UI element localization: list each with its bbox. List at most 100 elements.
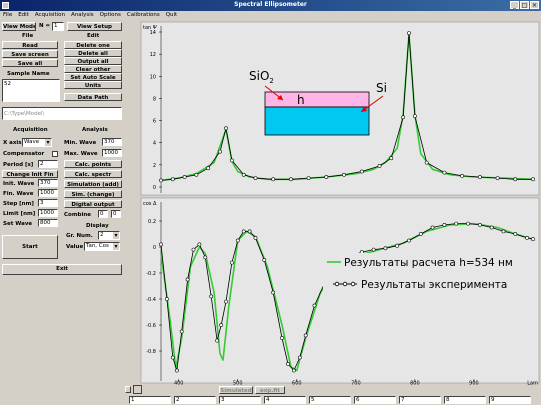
data-point: [303, 333, 308, 338]
cell-1[interactable]: 1: [129, 396, 171, 404]
clear-other-button[interactable]: Clear other: [64, 65, 122, 73]
units-button[interactable]: Units: [64, 81, 122, 89]
cell-5[interactable]: 5: [309, 396, 351, 404]
delete-one-button[interactable]: Delete one: [64, 41, 122, 49]
n-input[interactable]: 1: [52, 22, 64, 31]
minimize-button[interactable]: _: [510, 1, 519, 9]
data-point: [253, 235, 258, 240]
cell-4[interactable]: 4: [264, 396, 306, 404]
compensator-checkbox[interactable]: [52, 151, 58, 157]
y-tick-label: -0.4: [146, 297, 156, 303]
limit-label: Limit [nm]: [3, 211, 36, 217]
grnum-label: Gr. Num.: [66, 233, 93, 239]
digital-output-button[interactable]: Digital output: [64, 200, 122, 208]
cell-7[interactable]: 7: [399, 396, 441, 404]
selected-cell[interactable]: [133, 385, 142, 394]
path-field[interactable]: C:\Type\Model\: [2, 107, 122, 120]
read-button[interactable]: Read: [2, 41, 58, 49]
menu-file[interactable]: File: [3, 12, 13, 18]
exit-button[interactable]: Exit: [2, 264, 122, 275]
period-label: Period [s]: [3, 162, 34, 168]
data-point: [241, 172, 246, 177]
y-tick-label: 6: [153, 119, 156, 125]
analysis-header: Analysis: [82, 127, 108, 133]
y-tick-label: 14: [150, 30, 156, 36]
grnum-select[interactable]: 2: [98, 231, 120, 240]
y-tick-label: 0: [153, 185, 156, 191]
max-wave-input[interactable]: 1000: [102, 149, 122, 157]
sample-name-input[interactable]: 52: [2, 79, 60, 102]
min-wave-input[interactable]: 370: [102, 138, 122, 146]
maximize-button[interactable]: □: [520, 1, 529, 9]
limit-input[interactable]: 1000: [38, 209, 58, 217]
data-point: [401, 115, 406, 120]
app-icon: [2, 2, 9, 9]
data-point: [197, 242, 202, 247]
sim-change-button[interactable]: Sim. (change): [64, 190, 122, 198]
combine-input-b[interactable]: 0: [111, 210, 121, 218]
data-point: [182, 175, 187, 179]
y-tick-label: 0: [153, 245, 156, 251]
start-button[interactable]: Start: [2, 235, 58, 259]
menu-acquisition[interactable]: Acquisition: [34, 12, 65, 18]
calc-points-button[interactable]: Calc. points: [64, 160, 122, 168]
tab-exp-fit[interactable]: exp.fit: [255, 386, 285, 394]
menu-options[interactable]: Options: [99, 12, 121, 18]
acquisition-header: Acquisition: [13, 127, 48, 133]
delete-all-button[interactable]: Delete all: [64, 49, 122, 57]
period-input[interactable]: 2: [38, 160, 58, 168]
data-point: [209, 294, 214, 299]
data-point: [466, 221, 470, 226]
x-tick-label: 800: [410, 381, 420, 386]
change-init-fin-button[interactable]: Change Init Fin: [2, 170, 58, 178]
tab-simulated[interactable]: Simulated: [219, 386, 253, 394]
cell-2[interactable]: 2: [174, 396, 216, 404]
data-point: [407, 238, 411, 243]
data-point: [297, 355, 302, 360]
y-tick-label: -0.2: [146, 271, 156, 277]
view-setup-button[interactable]: View Setup: [67, 22, 122, 31]
data-point: [170, 177, 175, 182]
output-all-button[interactable]: Output all: [64, 57, 122, 65]
x-axis-select[interactable]: Wave: [22, 138, 52, 147]
view-model-button[interactable]: View Model: [2, 22, 36, 31]
series-line-2: [160, 32, 533, 181]
calc-spectr-button[interactable]: Calc. spectr: [64, 170, 122, 178]
cell-3[interactable]: 3: [219, 396, 261, 404]
thickness-label: h: [297, 93, 305, 107]
menu-calibrations[interactable]: Calibrations: [126, 12, 160, 18]
set-auto-scale-button[interactable]: Set Auto Scale: [64, 73, 122, 81]
set-wave-input[interactable]: 800: [38, 219, 58, 227]
combine-input-a[interactable]: 0: [98, 210, 108, 218]
menu-analysis[interactable]: Analysis: [71, 12, 94, 18]
value-select[interactable]: Tan, Cos: [84, 242, 120, 251]
cos-delta-chart: cos Δ 0.2 0 -0.2 -0.4 -0.6 -0.8 400 500 600 700 800…: [143, 201, 538, 387]
x-tick-label: 600: [292, 381, 302, 386]
menu-edit[interactable]: Edit: [18, 12, 29, 18]
data-point: [531, 237, 535, 242]
cell-9[interactable]: 9: [489, 396, 531, 404]
fin-wave-input[interactable]: 1000: [38, 189, 58, 197]
cell-8[interactable]: 8: [444, 396, 486, 404]
data-point: [407, 31, 411, 36]
data-point: [418, 232, 423, 236]
init-wave-input[interactable]: 370: [38, 179, 58, 187]
data-point: [271, 290, 276, 295]
save-screen-button[interactable]: Save screen: [2, 50, 58, 58]
data-point: [513, 232, 518, 236]
data-point: [442, 170, 447, 175]
data-point: [230, 158, 234, 163]
plot-area: tan Ψ 0 2 4 6 8 10 12 14 cos Δ 0.2 0 -0.2 -0.4 -0.6 -0…: [125, 20, 541, 387]
simulation-add-button[interactable]: Simulation (add): [64, 180, 122, 188]
data-path-button[interactable]: Data Path: [64, 93, 122, 101]
cell-6[interactable]: 6: [354, 396, 396, 404]
data-point: [185, 277, 190, 282]
save-all-button[interactable]: Save all: [2, 59, 58, 67]
data-point: [224, 126, 228, 131]
data-point: [194, 172, 199, 177]
step-input[interactable]: 3: [38, 199, 58, 207]
cell-marker-button[interactable]: [125, 386, 131, 393]
menu-quit[interactable]: Quit: [165, 12, 178, 18]
close-button[interactable]: ×: [530, 1, 539, 9]
